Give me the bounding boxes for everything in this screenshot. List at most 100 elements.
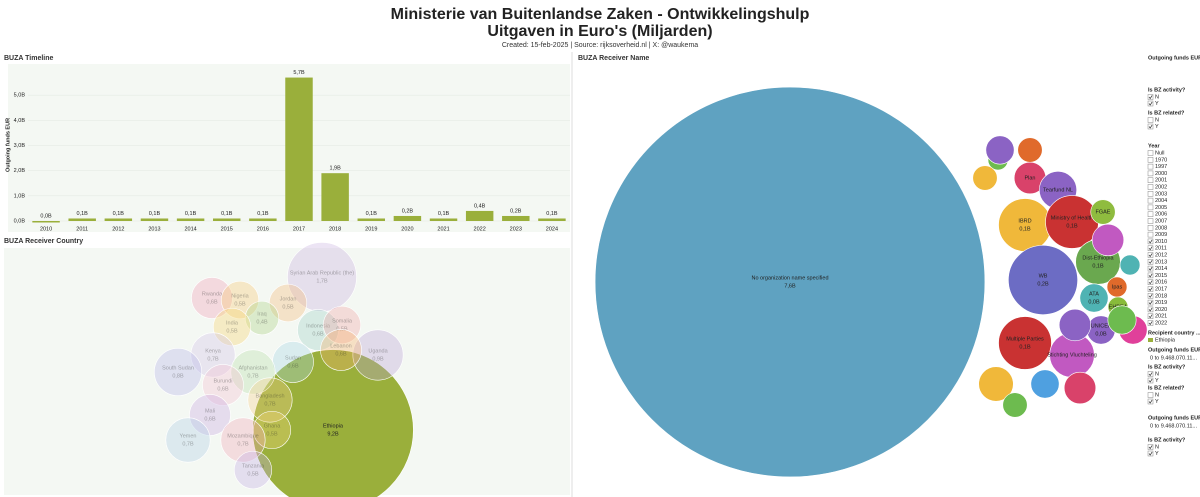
bar <box>249 218 277 221</box>
bar <box>32 221 60 223</box>
checkbox[interactable] <box>1147 218 1154 224</box>
bar <box>68 218 96 221</box>
value-label: 0,1B <box>221 211 233 217</box>
checkbox[interactable] <box>1147 204 1154 211</box>
checkbox[interactable] <box>1147 392 1154 398</box>
bubble-label: Mali <box>205 408 215 414</box>
checkbox[interactable] <box>1147 211 1154 217</box>
checkbox[interactable] <box>1147 279 1154 285</box>
checkmark <box>1148 445 1153 450</box>
bubble-value: 0,0B <box>1095 331 1107 337</box>
checkbox[interactable] <box>1147 163 1154 170</box>
checkbox[interactable] <box>1147 150 1154 156</box>
filter-title: Is BZ activity? <box>1148 437 1186 443</box>
checkbox[interactable] <box>1147 286 1154 292</box>
x-tick-label: 2023 <box>510 226 522 232</box>
legend-swatch <box>1148 338 1153 342</box>
checkbox[interactable] <box>1147 371 1154 377</box>
value-label: 5,7B <box>293 70 305 76</box>
checkbox[interactable] <box>1147 306 1154 313</box>
checkbox[interactable] <box>1147 225 1154 231</box>
checkbox[interactable] <box>1147 123 1154 130</box>
bubble <box>1002 392 1028 418</box>
checkbox[interactable] <box>1147 94 1154 100</box>
checkbox[interactable] <box>1147 184 1154 190</box>
bubble-value: 9,2B <box>327 431 339 437</box>
checkbox[interactable] <box>1147 100 1154 107</box>
checkmark <box>1148 307 1153 312</box>
checkbox[interactable] <box>1147 191 1154 197</box>
filter-option: Y <box>1155 451 1159 457</box>
x-tick-label: 2011 <box>76 226 88 232</box>
bubble-label: South Sudan <box>162 365 194 371</box>
bubble <box>230 349 276 395</box>
filter-option: 2009 <box>1155 232 1167 238</box>
checkbox[interactable] <box>1147 245 1154 251</box>
checkmark <box>1148 95 1153 100</box>
checkbox[interactable] <box>1147 252 1154 258</box>
filter-option: 2022 <box>1155 320 1167 326</box>
bubble-value: 1,7B <box>316 278 328 284</box>
bubble <box>1008 245 1078 315</box>
bubble-value: 0,4B <box>256 319 268 325</box>
checkbox[interactable] <box>1147 293 1154 299</box>
checkbox[interactable] <box>1147 117 1154 123</box>
bubble <box>220 280 260 320</box>
value-label: 0,1B <box>113 211 125 217</box>
bubble <box>297 309 339 351</box>
bubble-label: Afghanistan <box>238 365 267 371</box>
bubble-value: 0,1B <box>1019 226 1031 232</box>
checkbox[interactable] <box>1147 444 1154 450</box>
filter-option: 2012 <box>1155 252 1167 258</box>
bubble-value: 0,5B <box>234 301 246 307</box>
x-tick-label: 2017 <box>293 226 305 232</box>
bubble-value: 0,2B <box>1037 281 1049 287</box>
checkmark <box>1148 378 1153 383</box>
checkbox[interactable] <box>1147 398 1154 405</box>
bubble <box>153 347 203 397</box>
checkbox[interactable] <box>1147 177 1154 183</box>
bubble <box>1030 369 1060 399</box>
bubble <box>191 277 233 319</box>
checkbox[interactable] <box>1147 299 1154 306</box>
checkbox[interactable] <box>1147 450 1154 457</box>
checkmark <box>1148 124 1153 129</box>
filter-title: Year <box>1148 143 1160 149</box>
y-tick-label: 5,0B <box>14 93 26 99</box>
checkbox[interactable] <box>1147 313 1154 319</box>
bubble-label: IBRD <box>1018 218 1031 224</box>
bubble-label: Mozambique <box>227 433 259 439</box>
filter-option: 2014 <box>1155 266 1167 272</box>
bubble-label: Rwanda <box>202 291 223 297</box>
value-label: 0,1B <box>77 211 89 217</box>
checkbox[interactable] <box>1147 272 1154 279</box>
checkbox[interactable] <box>1147 238 1154 245</box>
checkbox[interactable] <box>1147 197 1154 204</box>
checkbox[interactable] <box>1147 157 1154 163</box>
filter-option: N <box>1155 117 1159 123</box>
bubble <box>212 307 252 347</box>
value-label: 0,1B <box>257 211 269 217</box>
title: Ministerie van Buitenlandse Zaken - Ontw… <box>391 6 810 23</box>
checkbox[interactable] <box>1147 170 1154 177</box>
bubble <box>233 450 273 490</box>
bar <box>213 218 241 221</box>
checkbox[interactable] <box>1147 231 1154 238</box>
checkbox[interactable] <box>1147 377 1154 384</box>
bubble-value: 0,5B <box>247 471 259 477</box>
checkbox[interactable] <box>1147 320 1154 326</box>
bubble-value: 0,7B <box>237 441 249 447</box>
filter-option: 2015 <box>1155 273 1167 279</box>
filter-title: Is BZ related? <box>1148 110 1185 116</box>
filter-title: Outgoing funds EUR <box>1148 347 1200 353</box>
checkbox[interactable] <box>1147 265 1154 272</box>
bubble-label: WB <box>1039 273 1048 279</box>
checkbox[interactable] <box>1147 259 1154 265</box>
filter-option: 2008 <box>1155 225 1167 231</box>
filter-range: 0 to 9.468.070.11... <box>1150 355 1197 361</box>
bubble-value: 0,7B <box>264 401 276 407</box>
filter-title: Outgoing funds EUR <box>1148 55 1200 61</box>
bubble-value: 0,6B <box>287 363 299 369</box>
bar <box>140 218 169 221</box>
